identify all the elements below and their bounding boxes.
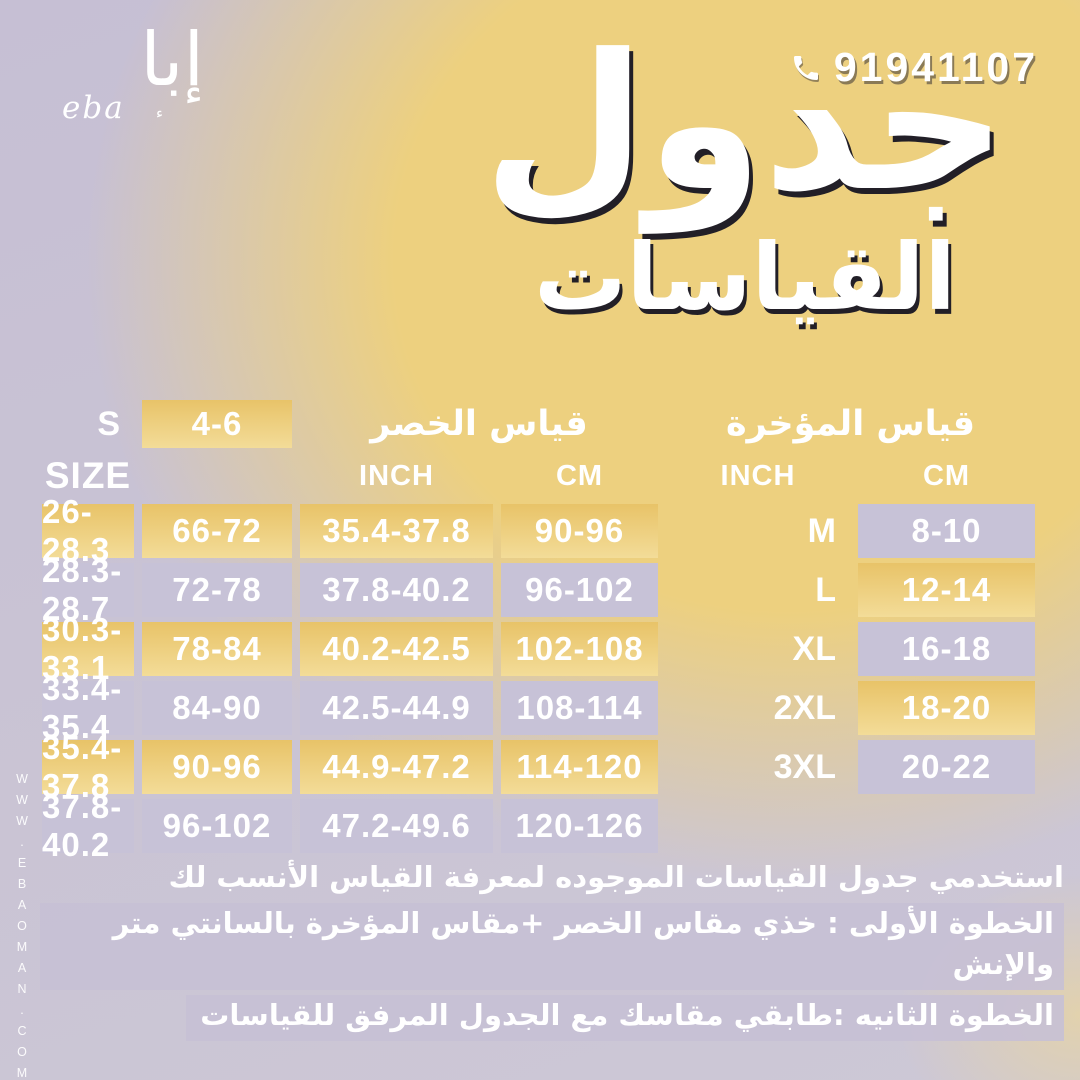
- instruction-line-2: الخطوة الأولى : خذي مقاس الخصر +مقاس الم…: [40, 903, 1064, 990]
- table-cell: 33.4-35.4: [42, 670, 134, 745]
- table-cell: 102-108: [501, 622, 658, 676]
- table-cell: 42.5-44.9: [300, 681, 493, 735]
- table-cell: 96-102: [501, 563, 658, 617]
- phone-number: 91941107: [833, 44, 1038, 90]
- table-cell: 18-20: [858, 681, 1035, 735]
- column-group-hip: قياس المؤخرة: [725, 404, 976, 444]
- column-group-waist: قياس الخصر: [370, 404, 588, 444]
- table-cell: 37.8-40.2: [300, 563, 493, 617]
- table-cell: 35.4-37.8: [42, 729, 134, 804]
- instruction-line-1: استخدمي جدول القياسات الموجوده لمعرفة ال…: [168, 860, 1064, 894]
- table-cell: 26-28.3: [42, 493, 134, 568]
- table-cell: 28.3-28.7: [42, 552, 134, 627]
- page-title-line2: القياسات: [534, 224, 956, 331]
- column-header-waist-cm: CM: [555, 459, 604, 492]
- row-label-s: S: [97, 404, 120, 443]
- table-cell: 20-22: [858, 740, 1035, 794]
- page-title-line1: جدول: [482, 14, 1008, 233]
- instruction-line-3: الخطوة الثانيه :طابقي مقاسك مع الجدول ال…: [186, 995, 1064, 1041]
- table-cell: 72-78: [142, 563, 292, 617]
- table-cell: 78-84: [142, 622, 292, 676]
- table-cell: 90-96: [142, 740, 292, 794]
- row-label-3xl: 3XL: [773, 747, 836, 786]
- brand-logo: إبا eba ء: [62, 17, 204, 135]
- instructions: استخدمي جدول القياسات الموجوده لمعرفة ال…: [40, 854, 1064, 1043]
- size-table: قياس الخصر قياس المؤخرة SIZE INCH CM INC…: [42, 400, 1035, 863]
- table-cell: 114-120: [501, 740, 658, 794]
- table-cell: 30.3-33.1: [42, 611, 134, 686]
- table-cell: 16-18: [858, 622, 1035, 676]
- phone-icon: [793, 55, 818, 80]
- page-title: جدول القياسات: [430, 8, 1060, 330]
- brand-logo-latin: eba: [62, 90, 125, 126]
- table-cell: 120-126: [501, 799, 658, 853]
- phone-contact: 91941107: [790, 44, 1038, 91]
- brand-logo-hamza: ء: [156, 104, 164, 122]
- table-cell: 44.9-47.2: [300, 740, 493, 794]
- brand-logo-arabic: إبا: [140, 17, 204, 103]
- table-cell: 4-6: [142, 400, 292, 448]
- row-label-2xl: 2XL: [773, 688, 836, 727]
- table-cell: 37.8-40.2: [42, 788, 134, 863]
- row-label-m: M: [807, 511, 836, 550]
- table-cell: 35.4-37.8: [300, 504, 493, 558]
- table-cell: 96-102: [142, 799, 292, 853]
- table-cell: 47.2-49.6: [300, 799, 493, 853]
- website-url-vertical: WWW.EBAOMAN.COM: [15, 772, 29, 1080]
- column-header-hip-inch: INCH: [720, 459, 796, 492]
- table-cell: 40.2-42.5: [300, 622, 493, 676]
- table-cell: 84-90: [142, 681, 292, 735]
- table-cell: 66-72: [142, 504, 292, 558]
- column-header-size: SIZE: [44, 455, 132, 496]
- table-cell: 12-14: [858, 563, 1035, 617]
- table-cell: 90-96: [501, 504, 658, 558]
- row-label-xl: XL: [792, 629, 836, 668]
- table-cell: 8-10: [858, 504, 1035, 558]
- table-cell: 108-114: [501, 681, 658, 735]
- column-header-hip-cm: CM: [922, 459, 971, 492]
- column-header-waist-inch: INCH: [359, 459, 434, 492]
- row-label-l: L: [815, 570, 836, 609]
